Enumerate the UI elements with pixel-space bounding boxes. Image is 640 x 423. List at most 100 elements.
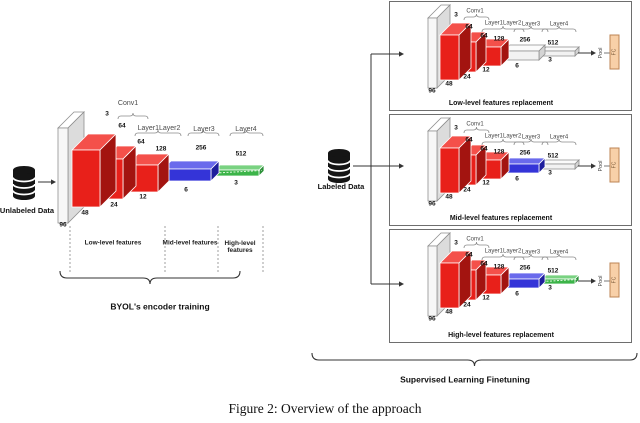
- layer-brace: [541, 138, 577, 146]
- fc-box: [609, 34, 620, 70]
- panel-title-low: Low-level features replacement: [448, 100, 554, 107]
- label-n6: 6: [515, 62, 519, 70]
- net-diagram-high: [427, 232, 620, 317]
- pool-label: Pool: [597, 160, 604, 172]
- label-conv1: Conv1: [466, 236, 484, 243]
- label-ch-512: 512: [235, 150, 247, 158]
- conv1-block: [439, 250, 472, 309]
- to-head-arrow: [578, 278, 596, 284]
- region-mid-level: Mid-level features: [162, 239, 218, 247]
- label-conv1: Conv1: [466, 8, 484, 15]
- byol-brace-label: BYOL's encoder training: [110, 301, 210, 312]
- label-n512: 512: [547, 267, 559, 275]
- label-n24: 24: [463, 73, 471, 81]
- layer4-block: [214, 164, 265, 177]
- label-n64: 64: [465, 23, 473, 31]
- label-layer12: Layer1Layer2: [484, 133, 522, 140]
- panel-low: Low-level features replacement 3 Conv1 64 L…: [389, 1, 632, 111]
- label-n128: 128: [493, 35, 505, 43]
- layer-brace: [229, 129, 264, 137]
- label-ch-256: 256: [195, 144, 207, 152]
- layer-brace: [541, 25, 577, 33]
- label-size-12: 12: [139, 193, 147, 201]
- fc-label: FC: [610, 161, 617, 169]
- labeled-data-label: Labeled Data: [317, 181, 365, 191]
- label-n12: 12: [482, 294, 490, 302]
- label-n3: 3: [548, 56, 552, 64]
- label-n256: 256: [519, 264, 531, 272]
- layer-brace: [463, 126, 490, 134]
- region-low-level: Low-level features: [84, 239, 142, 247]
- to-head-arrow: [578, 50, 596, 56]
- label-layer4: Layer4: [549, 249, 569, 256]
- label-n256: 256: [519, 149, 531, 157]
- region-high-level: High-level features: [224, 239, 256, 254]
- layer3-block: [503, 157, 546, 174]
- label-n96: 96: [428, 200, 436, 208]
- label-conv1: Conv1: [466, 121, 484, 128]
- label-n64: 64: [480, 260, 488, 268]
- label-size-24: 24: [110, 201, 118, 209]
- label-n64: 64: [465, 136, 473, 144]
- label-size-6: 6: [184, 186, 188, 194]
- net-diagram-low: [427, 4, 620, 89]
- labeled-data-icon: [327, 149, 351, 183]
- layer-brace: [463, 241, 490, 249]
- layer4-block: [541, 274, 580, 285]
- label-n48: 48: [445, 308, 453, 316]
- unlabeled-data-label: Unlabeled Data: [0, 205, 55, 215]
- label-n64: 64: [480, 145, 488, 153]
- label-ch-64a: 64: [118, 122, 126, 130]
- label-n3: 3: [548, 284, 552, 292]
- label-layer1layer2: Layer1Layer2: [137, 125, 181, 133]
- layer-brace: [187, 129, 220, 137]
- byol-encoder-diagram: [57, 111, 265, 272]
- label-layer3: Layer3: [521, 21, 541, 28]
- label-layer3: Layer3: [521, 249, 541, 256]
- label-size-48: 48: [81, 209, 89, 217]
- finetuning-brace-label: Supervised Learning Finetuning: [400, 374, 530, 385]
- label-layer4: Layer4: [235, 126, 257, 134]
- label-depth-3: 3: [105, 110, 109, 118]
- label-layer4: Layer4: [549, 21, 569, 28]
- label-n24: 24: [463, 186, 471, 194]
- label-size-3: 3: [234, 179, 238, 187]
- conv1-block: [71, 133, 117, 208]
- panel-title-high: High-level features replacement: [448, 332, 554, 339]
- pool-label: Pool: [597, 275, 604, 287]
- panel-high: High-level features replacement 3 Conv1 64…: [389, 229, 632, 343]
- layer3-block: [162, 160, 220, 182]
- label-n64: 64: [480, 32, 488, 40]
- net-diagram-mid: [427, 117, 620, 202]
- layer-brace: [117, 112, 149, 120]
- label-ch-64b: 64: [137, 138, 145, 146]
- label-n3: 3: [454, 239, 458, 247]
- layer3-block: [503, 44, 546, 61]
- label-layer3: Layer3: [521, 134, 541, 141]
- fc-label: FC: [610, 276, 617, 284]
- pool-label: Pool: [597, 47, 604, 59]
- layer4-block: [541, 159, 580, 170]
- fc-box: [609, 147, 620, 183]
- label-layer4: Layer4: [549, 134, 569, 141]
- label-ch-128: 128: [155, 145, 167, 153]
- label-n128: 128: [493, 263, 505, 271]
- to-head-arrow: [578, 163, 596, 169]
- fc-label: FC: [610, 48, 617, 56]
- label-size-96: 96: [59, 221, 67, 229]
- label-n3: 3: [548, 169, 552, 177]
- label-n48: 48: [445, 193, 453, 201]
- layer3-block: [503, 272, 546, 289]
- label-n12: 12: [482, 66, 490, 74]
- label-layer3: Layer3: [193, 126, 215, 134]
- label-n256: 256: [519, 36, 531, 44]
- label-n24: 24: [463, 301, 471, 309]
- finetuning-brace: [311, 352, 638, 367]
- layer-brace: [463, 13, 490, 21]
- conv1-block: [439, 135, 472, 194]
- figure-caption: Figure 2: Overview of the approach: [228, 401, 422, 416]
- label-n3: 3: [454, 124, 458, 132]
- layer-brace: [134, 129, 182, 137]
- label-n6: 6: [515, 175, 519, 183]
